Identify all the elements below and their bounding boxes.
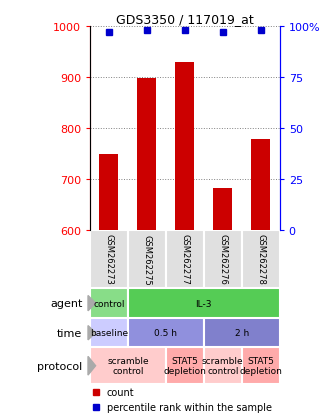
Text: time: time	[57, 328, 82, 338]
Bar	[90, 288, 128, 319]
Bar	[90, 230, 128, 288]
Bar	[128, 230, 166, 288]
Bar	[175, 62, 194, 230]
Text: 0.5 h: 0.5 h	[154, 328, 177, 337]
Text: STAT5
depletion: STAT5 depletion	[239, 356, 282, 375]
Text: percentile rank within the sample: percentile rank within the sample	[107, 402, 272, 412]
Text: GSM262277: GSM262277	[180, 234, 189, 285]
Title: GDS3350 / 117019_at: GDS3350 / 117019_at	[116, 13, 254, 26]
Text: GSM262275: GSM262275	[142, 234, 152, 285]
Text: IL-3: IL-3	[195, 299, 212, 308]
Bar	[166, 347, 204, 385]
Bar	[242, 347, 280, 385]
Bar	[128, 319, 204, 347]
Bar	[204, 230, 242, 288]
Text: scramble
control: scramble control	[107, 356, 149, 375]
Bar	[166, 230, 204, 288]
Text: count: count	[107, 387, 135, 396]
Text: scramble
control: scramble control	[202, 356, 243, 375]
Bar	[90, 347, 166, 385]
Bar	[138, 79, 157, 230]
Text: GSM262276: GSM262276	[218, 234, 227, 285]
Text: GSM262273: GSM262273	[104, 234, 114, 285]
Text: 2 h: 2 h	[235, 328, 249, 337]
Polygon shape	[88, 296, 96, 311]
Bar	[242, 230, 280, 288]
Bar	[204, 347, 242, 385]
Bar	[128, 288, 280, 319]
Bar	[251, 139, 270, 230]
Text: agent: agent	[50, 299, 82, 309]
Bar	[204, 319, 280, 347]
Polygon shape	[88, 356, 96, 375]
Polygon shape	[88, 326, 96, 340]
Bar	[100, 155, 119, 230]
Text: baseline: baseline	[90, 328, 128, 337]
Text: control: control	[93, 299, 125, 308]
Text: protocol: protocol	[37, 361, 82, 371]
Text: STAT5
depletion: STAT5 depletion	[164, 356, 206, 375]
Bar	[90, 319, 128, 347]
Bar	[213, 188, 232, 230]
Text: GSM262278: GSM262278	[256, 234, 265, 285]
